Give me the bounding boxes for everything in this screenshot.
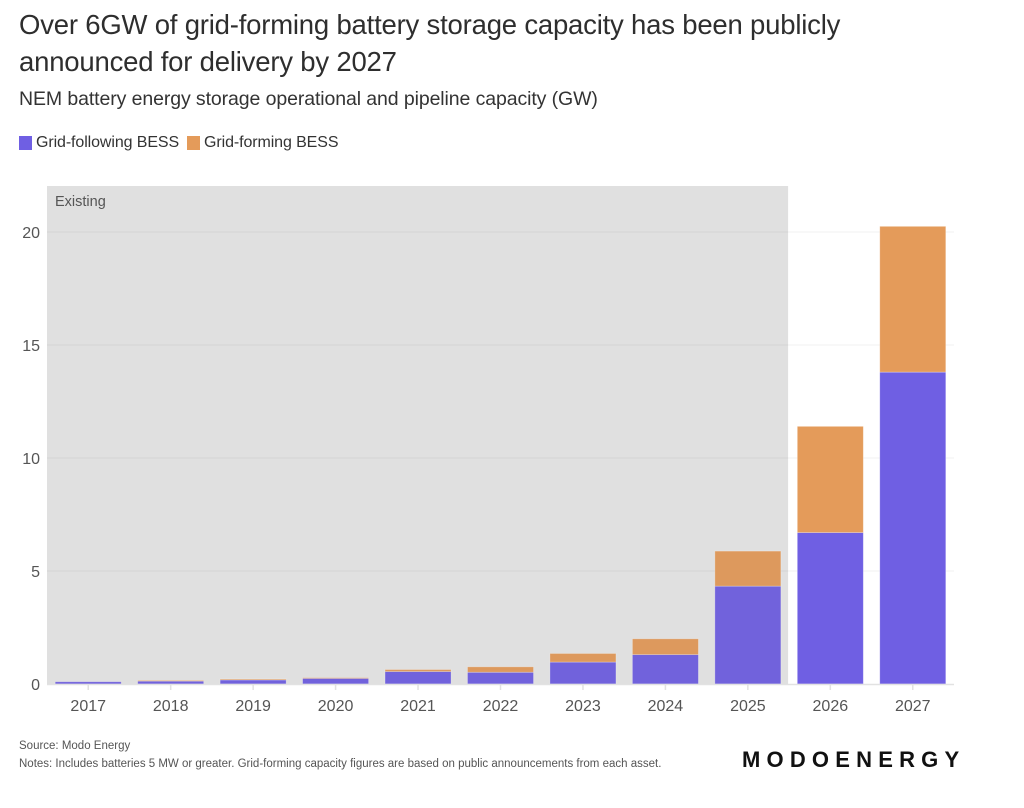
bar-grid-forming-2018[interactable] (137, 679, 205, 682)
chart-title: Over 6GW of grid-forming battery storage… (19, 9, 841, 77)
legend: Grid-following BESS Grid-forming BESS (19, 134, 346, 152)
x-tick-label: 2024 (648, 698, 684, 715)
legend-swatch-grid-following (19, 136, 32, 150)
bar-grid-following-2025[interactable] (714, 585, 782, 685)
x-tick-label: 2019 (235, 698, 271, 715)
bar-grid-forming-2026[interactable] (796, 425, 864, 533)
chart-subtitle: NEM battery energy storage operational a… (19, 88, 598, 110)
legend-item-grid-forming[interactable]: Grid-forming BESS (187, 134, 338, 152)
existing-region-background (47, 186, 789, 684)
bar-grid-forming-2019[interactable] (219, 678, 287, 681)
x-tick-label: 2026 (813, 698, 849, 715)
legend-label-grid-forming: Grid-forming BESS (204, 134, 339, 151)
bar-grid-forming-2020[interactable] (302, 677, 369, 679)
bar-grid-forming-2025[interactable] (714, 550, 782, 587)
bar-grid-forming-2023[interactable] (549, 653, 617, 663)
x-tick-label: 2022 (483, 698, 519, 715)
legend-item-grid-following[interactable]: Grid-following BESS (19, 134, 179, 152)
bar-grid-forming-2021[interactable] (384, 669, 452, 672)
legend-swatch-grid-forming (187, 136, 201, 150)
y-tick-label: 15 (22, 338, 40, 355)
notes-text: Notes: Includes batteries 5 MW or greate… (19, 757, 662, 770)
x-tick-label: 2017 (70, 698, 106, 715)
legend-label-grid-following: Grid-following BESS (36, 134, 180, 151)
y-tick-label: 5 (31, 564, 40, 581)
y-tick-label: 20 (22, 225, 40, 242)
y-tick-label: 10 (22, 451, 40, 468)
x-tick-label: 2023 (565, 698, 601, 715)
bar-chart: Existing 2017 2018 2019 2020 2021 2022 2023 202… (22, 186, 954, 715)
source-note: Source: Modo Energy (19, 740, 131, 752)
x-tick-label: 2025 (730, 698, 766, 715)
x-axis: 2017 2018 2019 2020 2021 2022 2023 2024 2025 2026… (47, 683, 954, 715)
x-tick-label: 2021 (400, 698, 436, 715)
bar-grid-forming-2027[interactable] (879, 225, 947, 373)
existing-region-overlay (47, 186, 789, 684)
bar-grid-following-2027[interactable] (879, 371, 947, 685)
existing-region-label: Existing (55, 194, 106, 210)
x-tick-label: 2020 (318, 698, 354, 715)
brand-logo: MODOENERGY (742, 747, 966, 772)
bar-grid-forming-2024[interactable] (632, 638, 699, 656)
x-tick-label: 2018 (153, 698, 189, 715)
footer: Source: Modo Energy Notes: Includes batt… (19, 738, 729, 773)
x-tick-label: 2027 (895, 698, 931, 715)
y-axis: 0 5 10 15 20 (22, 225, 40, 694)
bar-grid-forming-2022[interactable] (467, 666, 534, 673)
existing-region: Existing (47, 186, 789, 684)
gridlines (47, 186, 954, 684)
bar-grid-following-2024[interactable] (632, 654, 699, 685)
y-tick-label: 0 (31, 677, 40, 694)
bar-grid-following-2026[interactable] (796, 532, 864, 685)
